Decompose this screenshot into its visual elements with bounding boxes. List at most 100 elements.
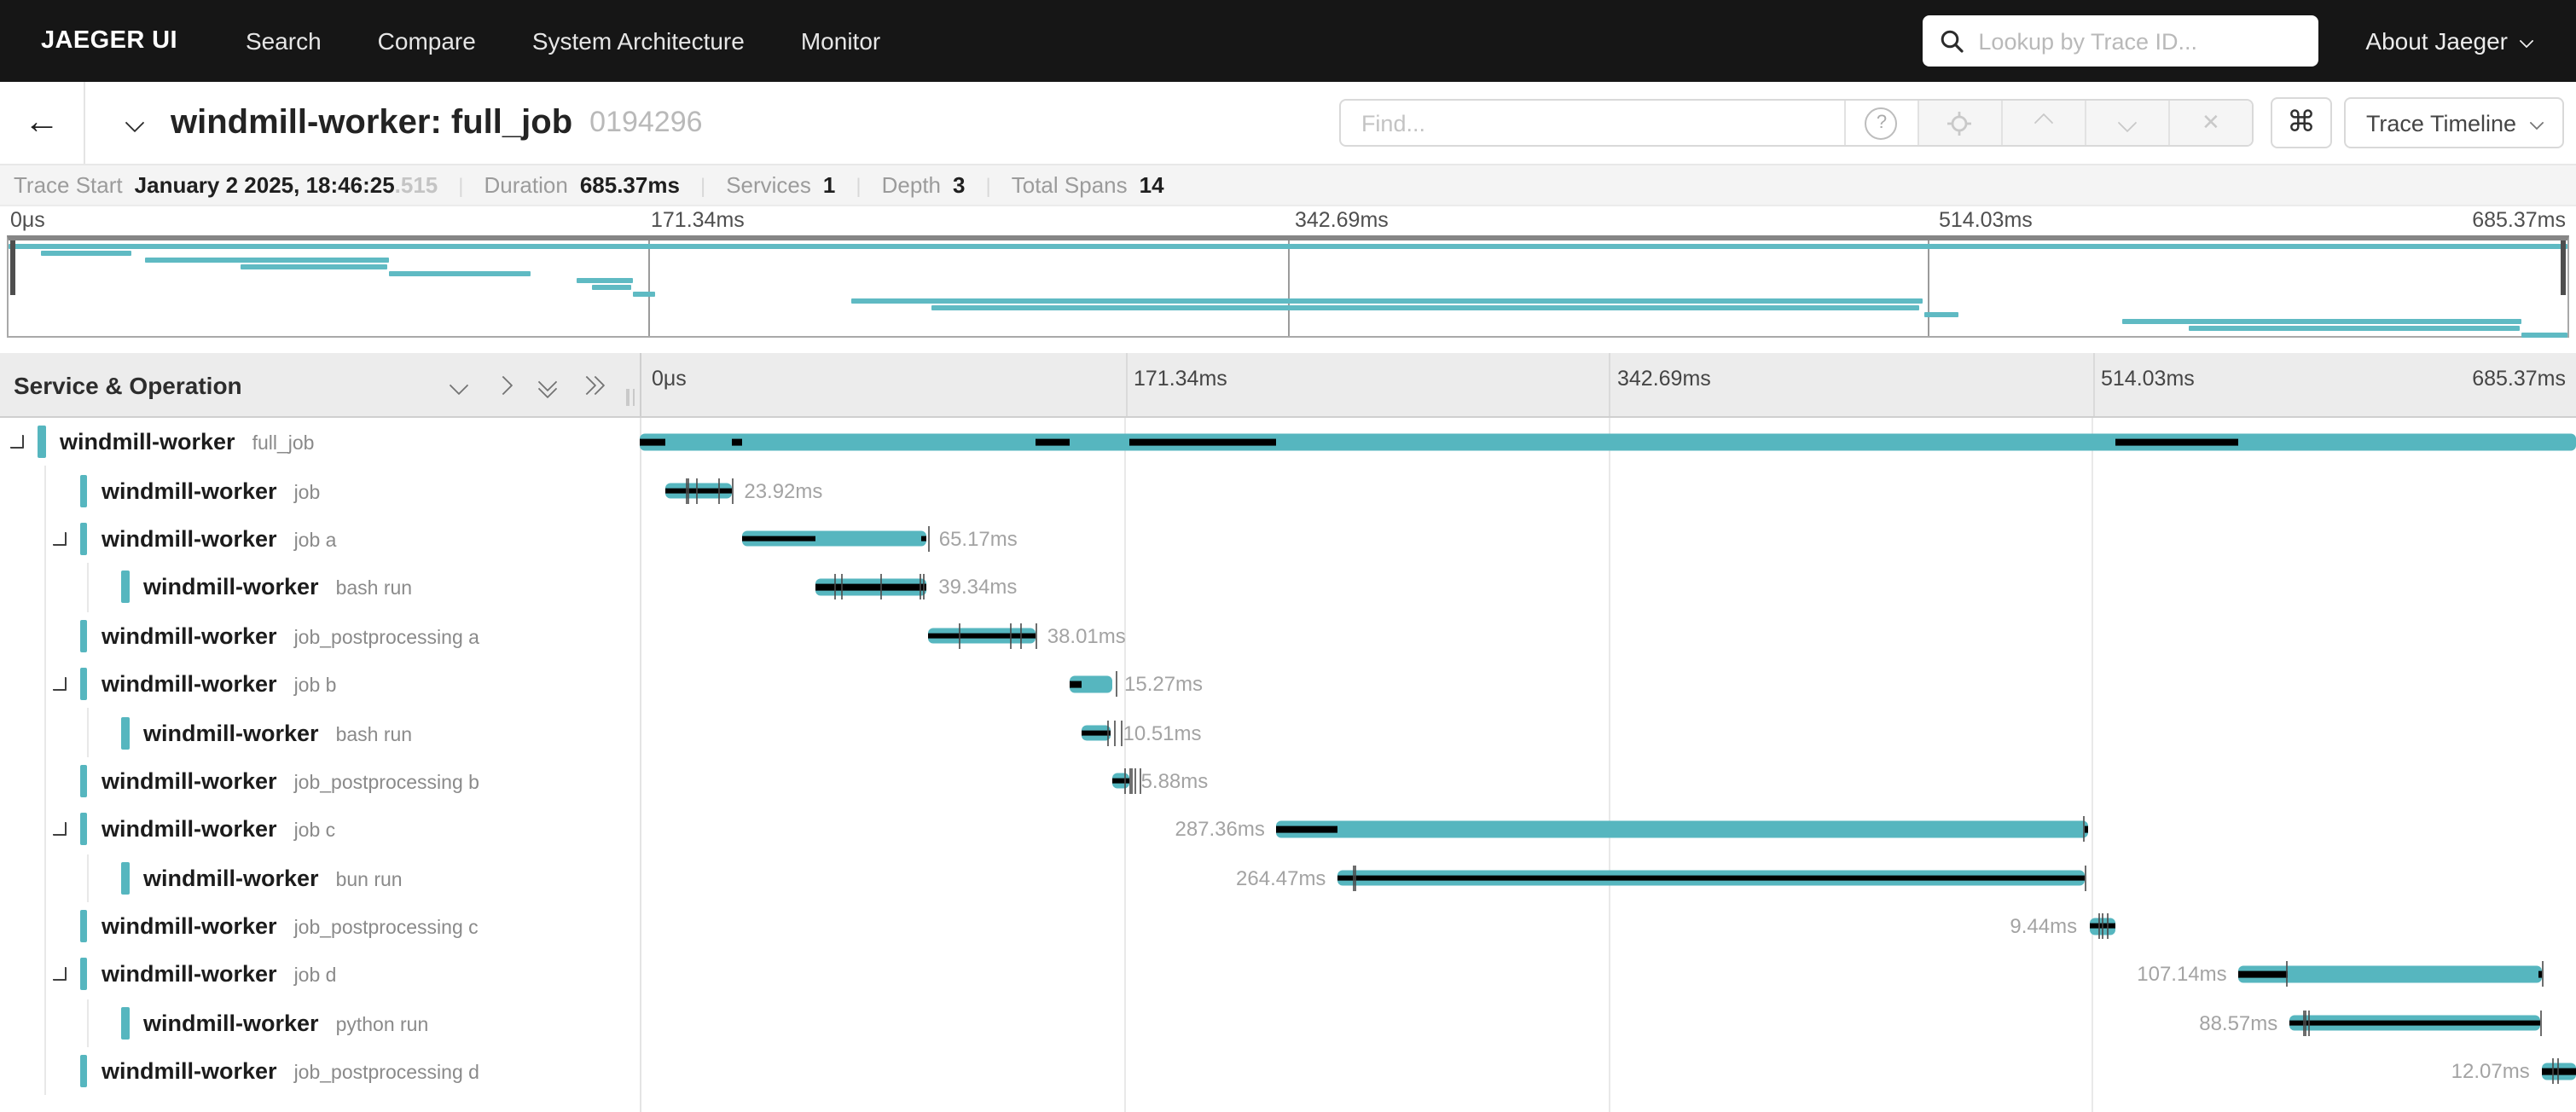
minimap-axis: 0μs 171.34ms 342.69ms 514.03ms 685.37ms [0, 206, 2576, 235]
focus-match-button[interactable] [1917, 101, 2001, 145]
span-name-cell[interactable]: windmill-worker job_postprocessing c [0, 901, 640, 951]
minimap-span [633, 291, 655, 297]
trace-lookup-input[interactable] [1975, 26, 2301, 55]
indent-guide [87, 854, 89, 902]
span-timeline-cell[interactable] [640, 418, 2576, 466]
span-name-cell[interactable]: windmill-worker job_postprocessing d [0, 1047, 640, 1096]
span-row[interactable]: windmill-worker bash run 10.51ms [0, 708, 2576, 757]
span-name-cell[interactable]: windmill-worker job [0, 466, 640, 515]
span-name-cell[interactable]: windmill-worker job b [0, 659, 640, 709]
column-resize-handle[interactable] [626, 389, 635, 406]
span-event-tick [2285, 961, 2288, 987]
find-input[interactable] [1357, 108, 1844, 137]
back-button[interactable]: ← [0, 82, 85, 164]
span-timeline-cell[interactable]: 287.36ms [640, 805, 2576, 854]
nav-item-search[interactable]: Search [245, 27, 322, 55]
minimap-span [144, 257, 388, 263]
keyboard-shortcuts-button[interactable]: ⌘ [2270, 97, 2332, 148]
next-match-button[interactable] [2084, 101, 2168, 145]
chevron-down-icon[interactable] [10, 435, 24, 449]
span-timeline-cell[interactable]: 23.92ms [640, 466, 2576, 515]
nav-item-system-architecture[interactable]: System Architecture [531, 27, 745, 55]
column-divider[interactable] [640, 418, 641, 1112]
span-row[interactable]: windmill-worker job b 15.27ms [0, 659, 2576, 709]
span-row[interactable]: windmill-worker job_postprocessing c 9.44m… [0, 901, 2576, 951]
service-name: windmill-worker job_postprocessing d [102, 1058, 479, 1085]
span-timeline-cell[interactable]: 5.88ms [640, 756, 2576, 805]
span-row[interactable]: windmill-worker bash run 39.34ms [0, 563, 2576, 612]
span-row[interactable]: windmill-worker job 23.92ms [0, 466, 2576, 515]
span-name-cell[interactable]: windmill-worker job a [0, 514, 640, 564]
span-row[interactable]: windmill-worker job c 287.36ms [0, 805, 2576, 854]
trace-lookup-box [1922, 15, 2318, 67]
clear-find-button[interactable]: ✕ [2167, 101, 2252, 145]
span-name-cell[interactable]: windmill-worker job c [0, 805, 640, 854]
find-help-button[interactable]: ? [1843, 101, 1917, 145]
span-row[interactable]: windmill-worker bun run 264.47ms [0, 854, 2576, 902]
chevron-down-icon[interactable] [52, 677, 66, 692]
timeline-gridline [1123, 418, 1126, 1112]
span-timeline-cell[interactable]: 107.14ms [640, 951, 2576, 999]
operation-name: bash run [335, 725, 413, 746]
span-timeline-cell[interactable]: 264.47ms [640, 854, 2576, 902]
prev-match-button[interactable] [2000, 101, 2085, 145]
about-jaeger-menu[interactable]: About Jaeger [2365, 27, 2534, 55]
span-row[interactable]: windmill-worker job_postprocessing b 5.88m… [0, 756, 2576, 806]
axis-gridline [1125, 353, 1127, 416]
span-timeline-cell[interactable]: 9.44ms [640, 902, 2576, 951]
span-bar[interactable] [1069, 675, 1112, 692]
minimap-right-drag-handle[interactable] [2561, 240, 2566, 295]
span-event-tick [1120, 720, 1123, 746]
span-timeline-cell[interactable]: 15.27ms [640, 660, 2576, 709]
chevron-down-icon[interactable] [52, 967, 66, 982]
collapse-one-button[interactable] [449, 374, 469, 395]
chevron-down-icon [2529, 115, 2544, 130]
span-bar[interactable] [742, 530, 927, 547]
collapse-all-button[interactable] [537, 371, 558, 398]
critical-path-segment [1337, 875, 2086, 881]
span-timeline-cell[interactable]: 88.57ms [640, 999, 2576, 1047]
span-timeline-cell[interactable]: 65.17ms [640, 515, 2576, 564]
span-row[interactable]: windmill-worker python run 88.57ms [0, 999, 2576, 1048]
trace-minimap[interactable] [7, 235, 2569, 338]
service-color-bar [79, 668, 87, 701]
timeline-axis-tick: 0μs [652, 367, 687, 391]
span-row[interactable]: windmill-worker job_postprocessing a 38.01… [0, 611, 2576, 660]
target-icon [1947, 110, 1973, 136]
expand-one-button[interactable] [493, 374, 513, 395]
service-name: windmill-worker job_postprocessing c [102, 913, 479, 940]
expand-all-button[interactable] [577, 374, 606, 395]
jaeger-logo[interactable]: JAEGER UI [41, 27, 177, 55]
span-timeline-cell[interactable]: 10.51ms [640, 709, 2576, 757]
span-name-cell[interactable]: windmill-worker python run [0, 999, 640, 1048]
span-event-tick [1353, 865, 1355, 891]
span-name-cell[interactable]: windmill-worker job_postprocessing a [0, 611, 640, 660]
span-row[interactable]: windmill-worker job_postprocessing d 12.07… [0, 1047, 2576, 1096]
collapse-trace-detail-icon[interactable] [125, 113, 145, 133]
service-color-bar [79, 958, 87, 991]
span-timeline-cell[interactable]: 38.01ms [640, 611, 2576, 660]
span-name-cell[interactable]: windmill-worker bun run [0, 854, 640, 902]
nav-item-compare[interactable]: Compare [377, 27, 476, 55]
chevron-down-icon[interactable] [52, 531, 66, 546]
indent-guide [44, 563, 45, 612]
span-timeline-cell[interactable]: 39.34ms [640, 563, 2576, 611]
service-name: windmill-worker bun run [143, 865, 403, 891]
trace-view-selector[interactable]: Trace Timeline [2343, 97, 2564, 148]
span-name-cell[interactable]: windmill-worker bash run [0, 708, 640, 757]
span-name-cell[interactable]: windmill-worker full_job [0, 418, 640, 466]
minimap-left-drag-handle[interactable] [10, 240, 15, 295]
span-name-cell[interactable]: windmill-worker bash run [0, 563, 640, 612]
span-row[interactable]: windmill-worker full_job [0, 418, 2576, 466]
span-bar[interactable] [2238, 966, 2542, 983]
chevron-down-icon[interactable] [52, 822, 66, 837]
span-name-cell[interactable]: windmill-worker job d [0, 950, 640, 999]
span-row[interactable]: windmill-worker job a 65.17ms [0, 514, 2576, 564]
span-row[interactable]: windmill-worker job d 107.14ms [0, 950, 2576, 999]
span-name-cell[interactable]: windmill-worker job_postprocessing b [0, 756, 640, 806]
minimap-span [2521, 332, 2567, 338]
span-bar[interactable] [1276, 821, 2089, 838]
span-timeline-cell[interactable]: 12.07ms [640, 1047, 2576, 1096]
span-bar[interactable] [640, 433, 2576, 450]
nav-item-monitor[interactable]: Monitor [800, 27, 881, 55]
